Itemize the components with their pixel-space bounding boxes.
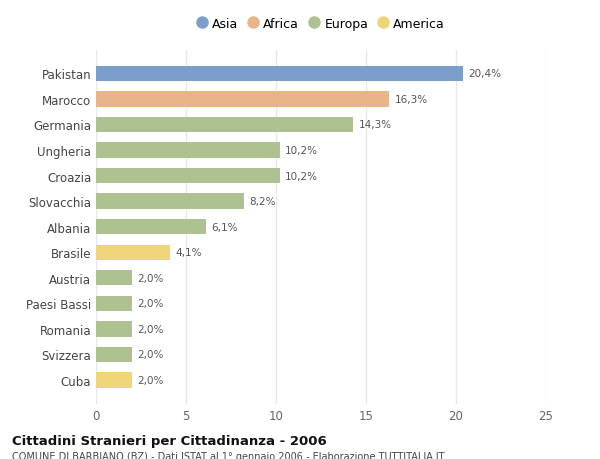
Bar	[96, 194, 244, 209]
Text: 2,0%: 2,0%	[137, 299, 164, 309]
Bar	[96, 92, 389, 107]
Text: 8,2%: 8,2%	[249, 197, 275, 207]
Text: 16,3%: 16,3%	[395, 95, 428, 105]
Bar	[96, 322, 132, 337]
Text: 2,0%: 2,0%	[137, 273, 164, 283]
Text: 14,3%: 14,3%	[359, 120, 392, 130]
Text: 10,2%: 10,2%	[285, 146, 318, 156]
Text: 2,0%: 2,0%	[137, 350, 164, 360]
Text: 4,1%: 4,1%	[175, 248, 202, 257]
Bar	[96, 118, 353, 133]
Bar	[96, 347, 132, 362]
Text: 2,0%: 2,0%	[137, 324, 164, 334]
Text: COMUNE DI BARBIANO (BZ) - Dati ISTAT al 1° gennaio 2006 - Elaborazione TUTTITALI: COMUNE DI BARBIANO (BZ) - Dati ISTAT al …	[12, 451, 445, 459]
Text: 10,2%: 10,2%	[285, 171, 318, 181]
Bar	[96, 296, 132, 311]
Text: 20,4%: 20,4%	[469, 69, 502, 79]
Bar	[96, 373, 132, 388]
Bar	[96, 67, 463, 82]
Text: 2,0%: 2,0%	[137, 375, 164, 385]
Bar	[96, 270, 132, 286]
Bar	[96, 168, 280, 184]
Text: 6,1%: 6,1%	[211, 222, 238, 232]
Text: Cittadini Stranieri per Cittadinanza - 2006: Cittadini Stranieri per Cittadinanza - 2…	[12, 434, 327, 447]
Legend: Asia, Africa, Europa, America: Asia, Africa, Europa, America	[193, 14, 449, 35]
Bar	[96, 219, 206, 235]
Bar	[96, 143, 280, 158]
Bar	[96, 245, 170, 260]
